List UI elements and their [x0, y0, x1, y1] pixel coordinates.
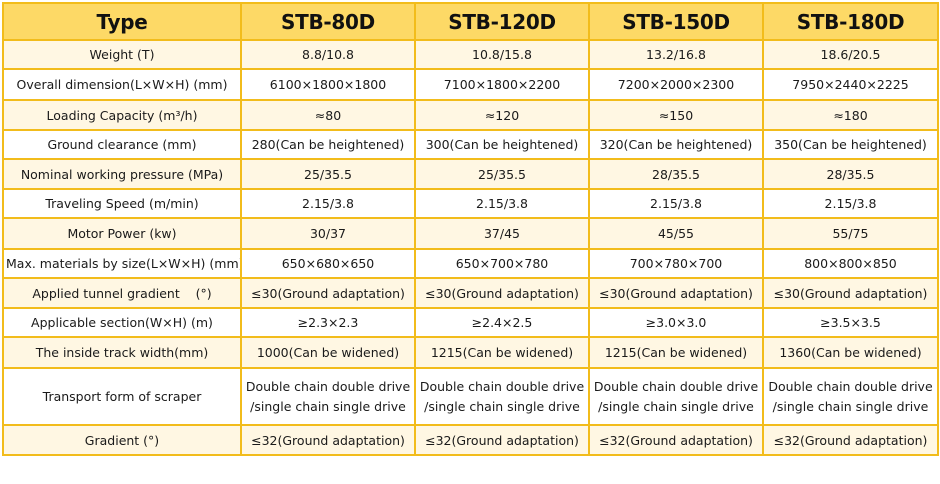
cell-value: 800×800×850: [762, 248, 939, 279]
cell-value: 320(Can be heightened): [588, 129, 764, 160]
cell-value: 10.8/15.8: [414, 39, 590, 70]
row-label: Max. materials by size(L×W×H) (mm): [2, 248, 242, 279]
row-loading-capacity: Loading Capacity (m³/h) ≈80 ≈120 ≈150 ≈1…: [2, 99, 939, 131]
cell-value: ≤30(Ground adaptation): [762, 277, 939, 309]
cell-value: 13.2/16.8: [588, 39, 764, 70]
row-max-materials-size: Max. materials by size(L×W×H) (mm) 650×6…: [2, 248, 939, 279]
row-label: Applicable section(W×H) (m): [2, 307, 242, 338]
row-ground-clearance: Ground clearance (mm) 280(Can be heighte…: [2, 129, 939, 160]
row-label: Loading Capacity (m³/h): [2, 99, 242, 131]
cell-value: 650×700×780: [414, 248, 590, 279]
row-label: Motor Power (kw): [2, 217, 242, 250]
cell-value: Double chain double drive /single chain …: [240, 367, 416, 426]
header-row: Type STB-80D STB-120D STB-150D STB-180D: [2, 2, 939, 41]
cell-value: 7100×1800×2200: [414, 68, 590, 101]
specification-table: Type STB-80D STB-120D STB-150D STB-180D …: [2, 2, 939, 456]
cell-value: 1360(Can be widened): [762, 336, 939, 369]
row-label: The inside track width(mm): [2, 336, 242, 369]
cell-value: ≤32(Ground adaptation): [762, 424, 939, 456]
cell-value: Double chain double drive /single chain …: [762, 367, 939, 426]
cell-value: 350(Can be heightened): [762, 129, 939, 160]
cell-value: ≈180: [762, 99, 939, 131]
cell-value: ≤30(Ground adaptation): [240, 277, 416, 309]
row-label: Traveling Speed (m/min): [2, 188, 242, 219]
cell-value: 1215(Can be widened): [588, 336, 764, 369]
cell-value: 25/35.5: [414, 158, 590, 190]
row-label: Gradient (°): [2, 424, 242, 456]
header-model-stb-80d: STB-80D: [240, 2, 416, 41]
cell-value: 7950×2440×2225: [762, 68, 939, 101]
header-type: Type: [2, 2, 242, 41]
spec-table-container: Type STB-80D STB-120D STB-150D STB-180D …: [2, 2, 939, 456]
row-label: Ground clearance (mm): [2, 129, 242, 160]
row-transport-form-of-scraper: Transport form of scraper Double chain d…: [2, 367, 939, 426]
row-label: Nominal working pressure (MPa): [2, 158, 242, 190]
row-nominal-working-pressure: Nominal working pressure (MPa) 25/35.5 2…: [2, 158, 939, 190]
cell-value: 45/55: [588, 217, 764, 250]
row-weight: Weight (T) 8.8/10.8 10.8/15.8 13.2/16.8 …: [2, 39, 939, 70]
cell-value: ≥2.4×2.5: [414, 307, 590, 338]
cell-value: Double chain double drive /single chain …: [414, 367, 590, 426]
cell-value: 280(Can be heightened): [240, 129, 416, 160]
row-label: Overall dimension(L×W×H) (mm): [2, 68, 242, 101]
cell-value: 30/37: [240, 217, 416, 250]
cell-value: 25/35.5: [240, 158, 416, 190]
cell-value: 2.15/3.8: [240, 188, 416, 219]
cell-value: ≤32(Ground adaptation): [588, 424, 764, 456]
cell-value: ≥3.5×3.5: [762, 307, 939, 338]
row-label: Transport form of scraper: [2, 367, 242, 426]
cell-value: 1215(Can be widened): [414, 336, 590, 369]
cell-value: ≥2.3×2.3: [240, 307, 416, 338]
cell-value: 2.15/3.8: [762, 188, 939, 219]
cell-value: 300(Can be heightened): [414, 129, 590, 160]
cell-value: ≈150: [588, 99, 764, 131]
cell-value: ≈120: [414, 99, 590, 131]
row-label: Applied tunnel gradient (°): [2, 277, 242, 309]
cell-value: ≥3.0×3.0: [588, 307, 764, 338]
cell-value: Double chain double drive /single chain …: [588, 367, 764, 426]
row-gradient: Gradient (°) ≤32(Ground adaptation) ≤32(…: [2, 424, 939, 456]
cell-value: ≈80: [240, 99, 416, 131]
cell-value: 18.6/20.5: [762, 39, 939, 70]
cell-value: 2.15/3.8: [414, 188, 590, 219]
header-model-stb-120d: STB-120D: [414, 2, 590, 41]
cell-value: 1000(Can be widened): [240, 336, 416, 369]
row-inside-track-width: The inside track width(mm) 1000(Can be w…: [2, 336, 939, 369]
cell-value: 28/35.5: [762, 158, 939, 190]
cell-value: ≤30(Ground adaptation): [588, 277, 764, 309]
row-motor-power: Motor Power (kw) 30/37 37/45 45/55 55/75: [2, 217, 939, 250]
row-traveling-speed: Traveling Speed (m/min) 2.15/3.8 2.15/3.…: [2, 188, 939, 219]
row-applied-tunnel-gradient: Applied tunnel gradient (°) ≤30(Ground a…: [2, 277, 939, 309]
cell-value: 6100×1800×1800: [240, 68, 416, 101]
cell-value: 55/75: [762, 217, 939, 250]
cell-value: 28/35.5: [588, 158, 764, 190]
row-label: Weight (T): [2, 39, 242, 70]
row-overall-dimension: Overall dimension(L×W×H) (mm) 6100×1800×…: [2, 68, 939, 101]
cell-value: 8.8/10.8: [240, 39, 416, 70]
cell-value: 37/45: [414, 217, 590, 250]
cell-value: ≤30(Ground adaptation): [414, 277, 590, 309]
row-applicable-section: Applicable section(W×H) (m) ≥2.3×2.3 ≥2.…: [2, 307, 939, 338]
cell-value: 650×680×650: [240, 248, 416, 279]
cell-value: 700×780×700: [588, 248, 764, 279]
cell-value: 7200×2000×2300: [588, 68, 764, 101]
header-model-stb-150d: STB-150D: [588, 2, 764, 41]
cell-value: 2.15/3.8: [588, 188, 764, 219]
cell-value: ≤32(Ground adaptation): [240, 424, 416, 456]
header-model-stb-180d: STB-180D: [762, 2, 939, 41]
cell-value: ≤32(Ground adaptation): [414, 424, 590, 456]
